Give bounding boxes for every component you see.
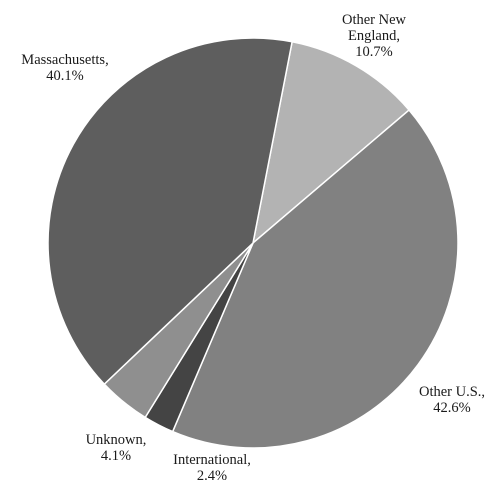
- slice-label-text: England,: [348, 28, 400, 44]
- slice-label-massachusetts: Massachusetts, 40.1%: [21, 52, 108, 84]
- slice-label-other-us: Other U.S., 42.6%: [419, 384, 485, 416]
- slice-label-text: Unknown,: [85, 432, 147, 448]
- slice-label-text: International,: [173, 452, 251, 468]
- slice-value-label: 4.1%: [100, 448, 132, 464]
- slice-label-text: Massachusetts,: [21, 52, 109, 68]
- pie-slice-other-us: [171, 109, 459, 449]
- slice-label-unknown: Unknown, 4.1%: [86, 432, 147, 464]
- slice-label-text: Other U.S.,: [418, 384, 486, 400]
- slice-label-text: Other New: [341, 12, 407, 28]
- slice-value-label: 10.7%: [355, 44, 393, 60]
- pie-slice-other-new-england: [252, 41, 410, 244]
- slice-value-label: 40.1%: [46, 68, 84, 84]
- slice-label-international: International, 2.4%: [173, 452, 251, 484]
- slice-label-other-new-england: Other New England, 10.7%: [342, 12, 406, 60]
- slice-value-label: 42.6%: [433, 400, 471, 416]
- pie-slice-massachusetts: [47, 37, 293, 385]
- slice-value-label: 2.4%: [196, 468, 228, 484]
